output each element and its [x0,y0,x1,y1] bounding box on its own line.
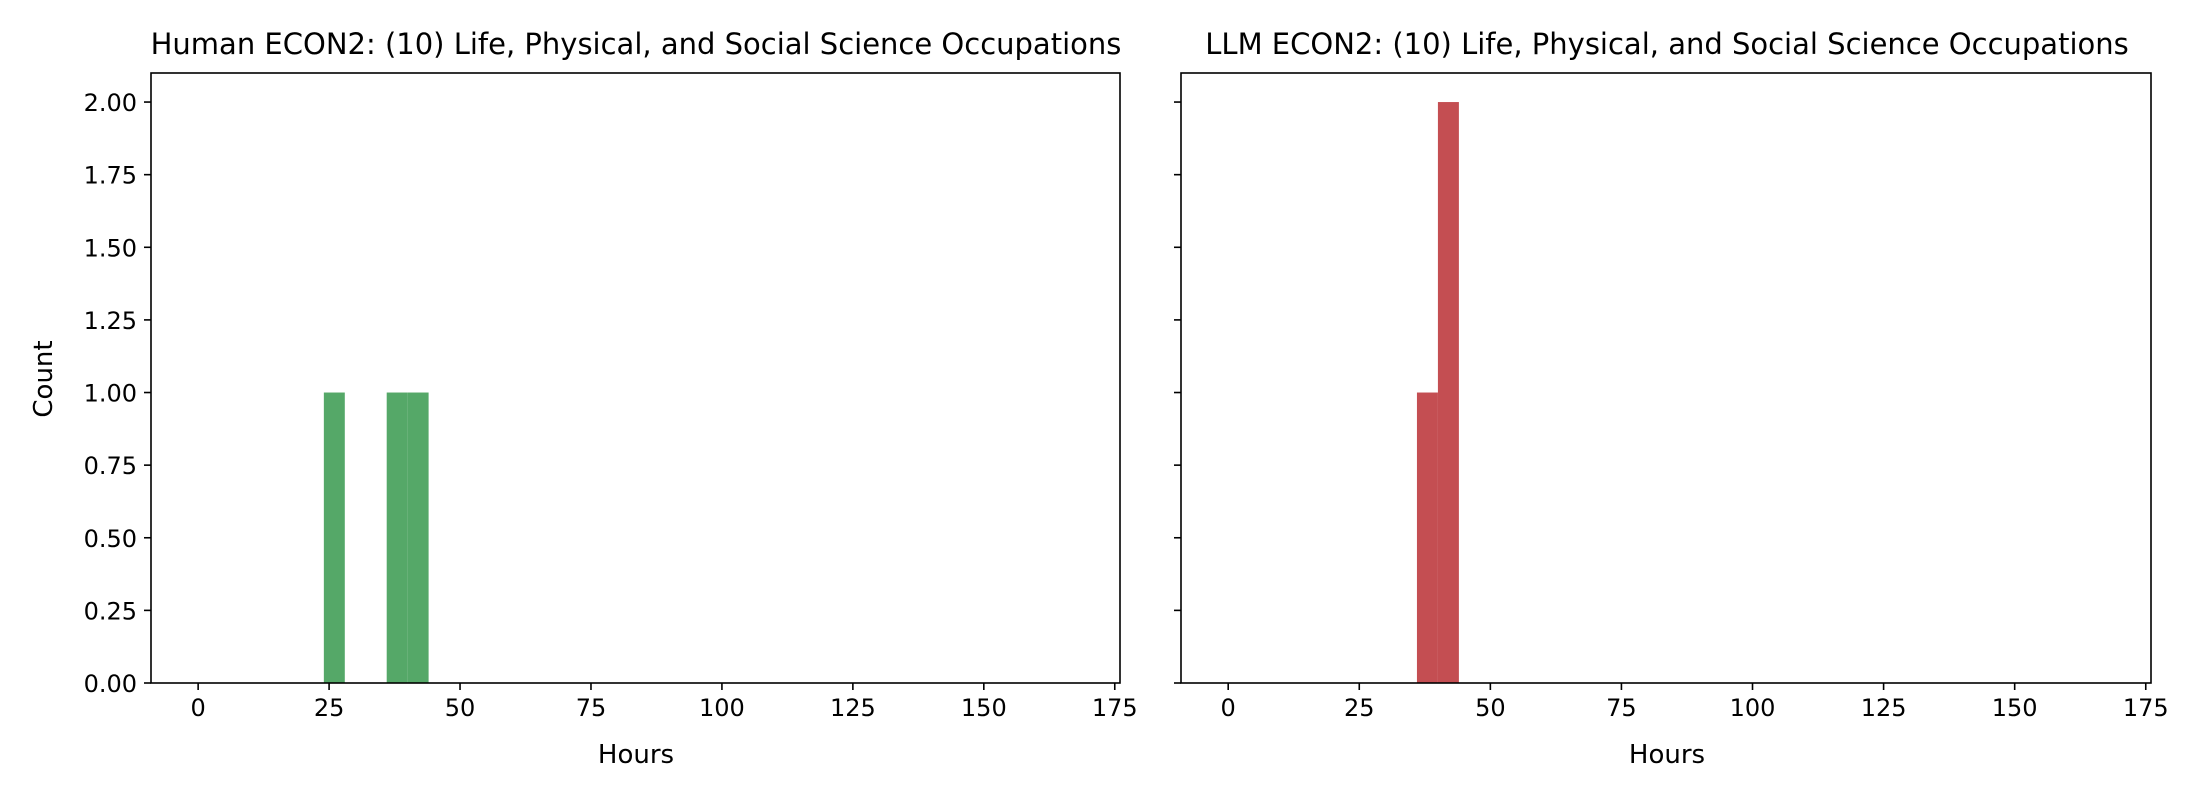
human-y-tick-label: 1.75 [84,162,137,190]
llm-x-tick-label: 25 [1344,694,1375,722]
human-x-tick-label: 0 [190,694,205,722]
human-histogram-bar [323,392,345,683]
llm-plot-frame [1180,72,2152,684]
llm-x-tick-label: 75 [1606,694,1637,722]
llm-chart-title: LLM ECON2: (10) Life, Physical, and Soci… [1205,27,2128,61]
llm-histogram-panel: LLM ECON2: (10) Life, Physical, and Soci… [1174,27,2169,770]
llm-x-tick-label: 100 [1730,694,1776,722]
llm-x-tick-label: 175 [2123,694,2169,722]
human-y-tick-label: 1.25 [84,307,137,335]
human-y-tick-label: 0.50 [84,525,137,553]
llm-x-tick-label: 50 [1475,694,1506,722]
human-x-tick-label: 125 [830,694,876,722]
human-y-tick-label: 1.00 [84,380,137,408]
human-x-tick-label: 50 [445,694,476,722]
human-histogram-bar [386,392,408,683]
human-x-axis-label: Hours [598,740,674,770]
human-x-tick-label: 175 [1092,694,1138,722]
llm-x-tick-label: 0 [1221,694,1236,722]
llm-x-tick-label: 125 [1861,694,1907,722]
human-y-tick-label: 0.75 [84,452,137,480]
llm-histogram-bar [1416,392,1438,683]
llm-histogram-bar [1437,102,1459,684]
human-y-tick-label: 2.00 [84,89,137,117]
human-y-axis-label: Count [29,340,59,417]
human-y-tick-label: 1.50 [84,234,137,262]
llm-x-axis-label: Hours [1629,740,1705,770]
human-y-tick-label: 0.00 [84,670,137,698]
human-histogram-panel: Human ECON2: (10) Life, Physical, and So… [29,27,1138,770]
human-x-tick-label: 150 [961,694,1007,722]
human-x-tick-label: 75 [576,694,607,722]
human-x-tick-label: 25 [314,694,345,722]
llm-x-tick-label: 150 [1992,694,2038,722]
human-histogram-bar [407,392,429,683]
human-y-tick-label: 0.25 [84,597,137,625]
human-x-tick-label: 100 [699,694,745,722]
human-chart-title: Human ECON2: (10) Life, Physical, and So… [151,27,1122,61]
human-plot-frame [150,72,1121,684]
